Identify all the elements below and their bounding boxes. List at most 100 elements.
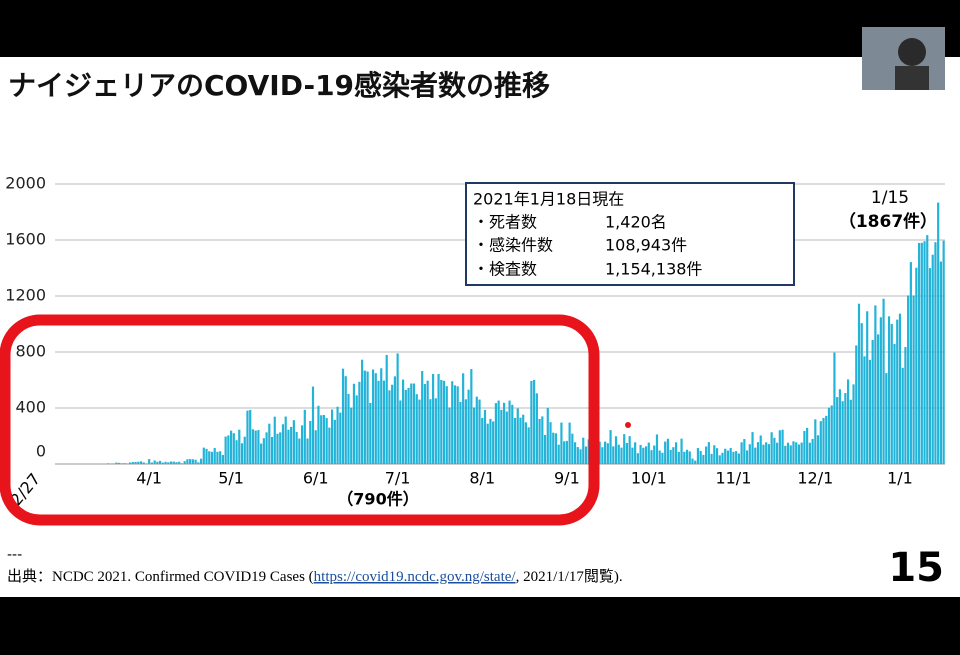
bar	[352, 383, 356, 464]
annotation: （790件）	[337, 490, 418, 509]
bar	[208, 451, 211, 464]
bar	[713, 445, 716, 464]
bar	[131, 462, 134, 464]
bar	[453, 385, 457, 464]
bar	[846, 379, 850, 464]
bar	[388, 390, 391, 464]
bar	[825, 415, 828, 464]
bar	[350, 407, 353, 464]
bar	[718, 455, 721, 464]
bar	[287, 429, 290, 464]
bar	[614, 436, 618, 464]
bar	[639, 444, 642, 464]
bar	[568, 422, 571, 464]
x-tick-label: 7/1	[385, 469, 411, 488]
bar	[339, 412, 342, 464]
pointer-dot	[625, 422, 631, 428]
highlight-frame	[0, 314, 600, 526]
bar	[232, 433, 235, 464]
bar	[475, 396, 478, 464]
x-tick-label: 8/1	[469, 469, 495, 488]
bar	[126, 463, 129, 464]
bar	[696, 448, 700, 464]
bar	[219, 451, 222, 464]
bar	[516, 408, 519, 464]
bar	[762, 444, 765, 464]
info-label: ・死者数	[473, 213, 537, 232]
bar	[240, 443, 244, 464]
bar	[710, 453, 713, 464]
bar	[694, 460, 697, 464]
bar	[683, 451, 686, 464]
bar	[159, 460, 162, 464]
bar	[401, 379, 405, 464]
bar	[770, 432, 773, 464]
bar	[229, 430, 233, 464]
slide	[0, 57, 960, 597]
bar	[355, 395, 358, 464]
bar	[715, 448, 719, 464]
bar	[366, 371, 369, 464]
bar	[298, 438, 301, 464]
bar	[489, 418, 492, 464]
bar	[623, 434, 626, 464]
bar	[565, 440, 568, 464]
bar	[915, 267, 918, 464]
bar	[664, 441, 667, 464]
separator: ---	[7, 547, 22, 563]
bar	[216, 451, 219, 464]
bar	[573, 442, 577, 464]
bar	[189, 459, 192, 464]
bar	[650, 450, 653, 464]
bar	[724, 448, 727, 464]
bar	[262, 438, 265, 464]
bar	[300, 425, 304, 464]
x-tick-label: 1/1	[887, 469, 913, 488]
bar	[251, 429, 255, 464]
bar	[855, 345, 858, 464]
bar	[434, 398, 437, 464]
bar	[317, 405, 320, 464]
bar	[773, 437, 776, 464]
bar	[866, 311, 869, 464]
bar	[295, 431, 298, 464]
source-suffix: , 2021/1/17閲覧).	[516, 568, 623, 585]
bar	[803, 430, 806, 464]
bar	[898, 313, 902, 464]
bar	[199, 458, 203, 464]
bar	[896, 319, 899, 464]
bar	[748, 444, 751, 464]
y-tick-label: 1600	[5, 230, 46, 249]
bar	[604, 441, 607, 464]
source-link[interactable]: https://covid19.ncdc.gov.ng/state/	[314, 569, 517, 585]
bar	[642, 447, 645, 464]
bar	[270, 436, 274, 464]
bar	[808, 442, 811, 464]
bar	[887, 316, 891, 464]
bar	[306, 438, 309, 464]
bar	[879, 317, 882, 464]
bar	[789, 445, 792, 464]
bar	[456, 386, 459, 464]
source: 出典：NCDC 2021. Confirmed COVID19 Cases (h…	[7, 568, 623, 585]
bar	[423, 384, 427, 464]
bar	[838, 389, 841, 464]
bar	[462, 373, 465, 464]
bar	[290, 426, 293, 464]
bar	[243, 436, 246, 464]
bar	[492, 421, 495, 464]
info-label: ・感染件数	[473, 236, 553, 255]
bar	[934, 242, 937, 464]
bar	[440, 380, 443, 464]
bar	[778, 430, 781, 464]
bar	[939, 261, 942, 464]
bar	[634, 442, 637, 464]
bar	[863, 356, 866, 464]
bar	[467, 389, 470, 464]
bar	[197, 462, 200, 464]
bar	[314, 430, 317, 464]
page-number: 15	[888, 545, 944, 591]
bar	[333, 419, 336, 464]
bar	[530, 380, 533, 464]
